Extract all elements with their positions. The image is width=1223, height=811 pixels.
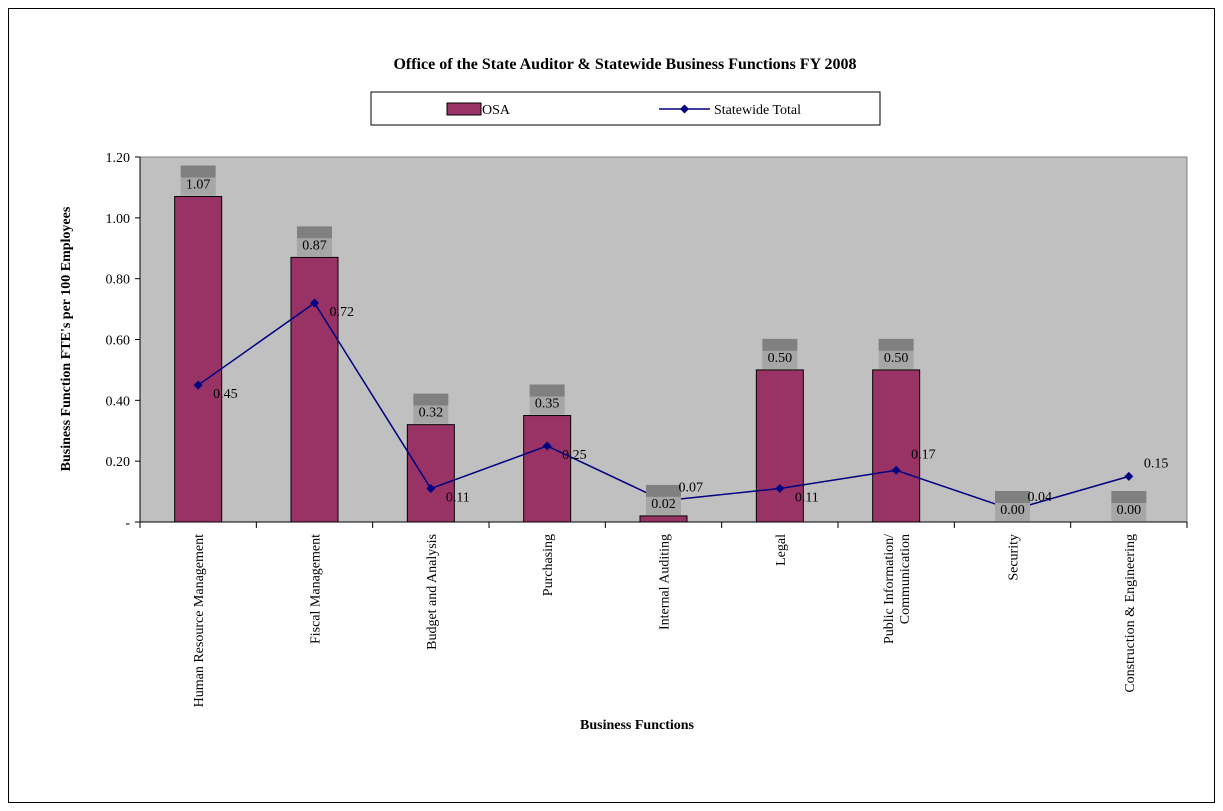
osa-data-label: 0.02 xyxy=(646,484,681,515)
osa-label-shadow xyxy=(762,338,798,351)
bar-osa xyxy=(523,415,572,523)
osa-label-box xyxy=(529,396,565,415)
osa-label-shadow xyxy=(413,393,449,406)
osa-value-label: 0.32 xyxy=(419,406,444,421)
category-label-line: Purchasing xyxy=(541,534,556,596)
osa-label-box xyxy=(762,350,798,369)
category-label: Human Resource Management xyxy=(192,534,207,707)
data-labels: 1.07 0.87 0.32 0.35 0.02 0.50 0.50 0.00 0.00 0.45… xyxy=(180,165,1169,521)
osa-data-label: 0.50 xyxy=(762,338,798,369)
statewide-value-label: 0.17 xyxy=(911,447,936,462)
osa-value-label: 1.07 xyxy=(186,178,211,193)
bar-osa xyxy=(290,256,339,523)
legend-label-statewide: Statewide Total xyxy=(714,103,801,118)
osa-label-box xyxy=(646,496,681,515)
bar-osa xyxy=(872,369,921,523)
statewide-marker xyxy=(542,441,552,451)
category-label-line: Public Information/ xyxy=(882,534,897,644)
bar-osa xyxy=(639,515,688,523)
osa-value-label: 0.00 xyxy=(1117,503,1142,518)
category-label-line: Budget and Analysis xyxy=(425,534,440,650)
y-tick-label: 1.20 xyxy=(106,151,131,166)
statewide-marker xyxy=(426,484,436,494)
category-label-line: Legal xyxy=(774,534,789,566)
y-tick-label: 0.80 xyxy=(106,273,131,288)
statewide-value-label: 0.11 xyxy=(446,491,470,506)
osa-data-label: 0.00 xyxy=(995,491,1030,521)
statewide-value-label: 0.72 xyxy=(330,305,355,320)
statewide-value-label: 0.11 xyxy=(795,491,819,506)
category-label-line: Human Resource Management xyxy=(192,534,207,707)
legend: OSA Statewide Total xyxy=(370,91,881,126)
statewide-value-label: 0.04 xyxy=(1028,490,1053,505)
osa-data-label: 0.00 xyxy=(1111,491,1147,521)
osa-label-shadow xyxy=(995,491,1030,503)
osa-label-shadow xyxy=(180,165,216,178)
y-tick-label: - xyxy=(125,516,130,531)
osa-label-box xyxy=(413,405,449,424)
category-label: Internal Auditing xyxy=(658,534,673,630)
statewide-marker xyxy=(775,484,785,494)
y-axis-title: Business Function FTE's per 100 Employee… xyxy=(59,206,74,471)
legend-swatch-osa xyxy=(446,102,482,116)
chart-title: Office of the State Auditor & Statewide … xyxy=(393,56,856,73)
category-label: Legal xyxy=(774,534,789,566)
osa-value-label: 0.00 xyxy=(1000,503,1025,518)
statewide-value-label: 0.07 xyxy=(679,481,704,496)
osa-label-box xyxy=(878,350,914,369)
osa-label-box xyxy=(1111,503,1147,521)
category-labels: Human Resource Management Fiscal Manageme… xyxy=(192,534,1138,707)
category-label-line: Construction & Engineering xyxy=(1123,534,1138,693)
osa-label-shadow xyxy=(646,484,681,497)
statewide-marker xyxy=(1124,471,1134,481)
statewide-marker xyxy=(891,465,901,475)
osa-value-label: 0.02 xyxy=(651,497,676,512)
category-label: Fiscal Management xyxy=(309,534,324,644)
statewide-value-label: 0.15 xyxy=(1144,456,1169,471)
y-tick-label: 1.00 xyxy=(106,212,131,227)
category-label-line: Communication xyxy=(898,534,913,624)
osa-label-shadow xyxy=(297,226,332,239)
bar-osa xyxy=(755,369,804,523)
category-label-line: Internal Auditing xyxy=(658,534,673,630)
category-label: Purchasing xyxy=(541,534,556,596)
osa-data-label: 0.50 xyxy=(878,338,914,369)
y-tick-label: 0.60 xyxy=(106,334,131,349)
category-label-line: Security xyxy=(1007,534,1022,581)
category-label: Budget and Analysis xyxy=(425,534,440,650)
osa-value-label: 0.35 xyxy=(535,397,560,412)
y-tick-label: 0.40 xyxy=(106,394,131,409)
osa-data-label: 0.35 xyxy=(529,384,565,415)
y-tick-label: 0.20 xyxy=(106,455,131,470)
y-axis: - 0.20 0.40 0.60 0.80 1.00 1.20 xyxy=(106,151,141,531)
category-label-line: Fiscal Management xyxy=(309,534,324,644)
category-label: Public Information/Communication xyxy=(882,534,913,644)
statewide-marker xyxy=(310,298,319,308)
statewide-value-label: 0.25 xyxy=(562,448,587,463)
x-axis-title: Business Functions xyxy=(580,718,695,733)
osa-label-box xyxy=(297,238,332,257)
osa-label-box xyxy=(180,177,216,196)
statewide-value-label: 0.45 xyxy=(213,387,238,402)
osa-label-shadow xyxy=(1111,491,1147,503)
osa-label-shadow xyxy=(529,384,565,397)
osa-value-label: 0.87 xyxy=(302,238,327,253)
osa-label-box xyxy=(995,503,1030,521)
osa-data-label: 1.07 xyxy=(180,165,216,196)
osa-data-label: 0.87 xyxy=(297,226,332,257)
bar-series-osa xyxy=(174,196,921,523)
category-label: Security xyxy=(1007,534,1022,581)
osa-value-label: 0.50 xyxy=(768,351,793,366)
osa-data-label: 0.32 xyxy=(413,393,449,424)
statewide-marker xyxy=(193,380,203,390)
category-label: Construction & Engineering xyxy=(1123,534,1138,693)
legend-marker-statewide xyxy=(680,104,689,114)
x-axis xyxy=(139,521,1188,528)
bar-osa xyxy=(174,196,223,523)
legend-label-osa: OSA xyxy=(482,103,511,118)
bar-osa xyxy=(406,424,455,523)
osa-value-label: 0.50 xyxy=(884,351,909,366)
osa-label-shadow xyxy=(878,338,914,351)
